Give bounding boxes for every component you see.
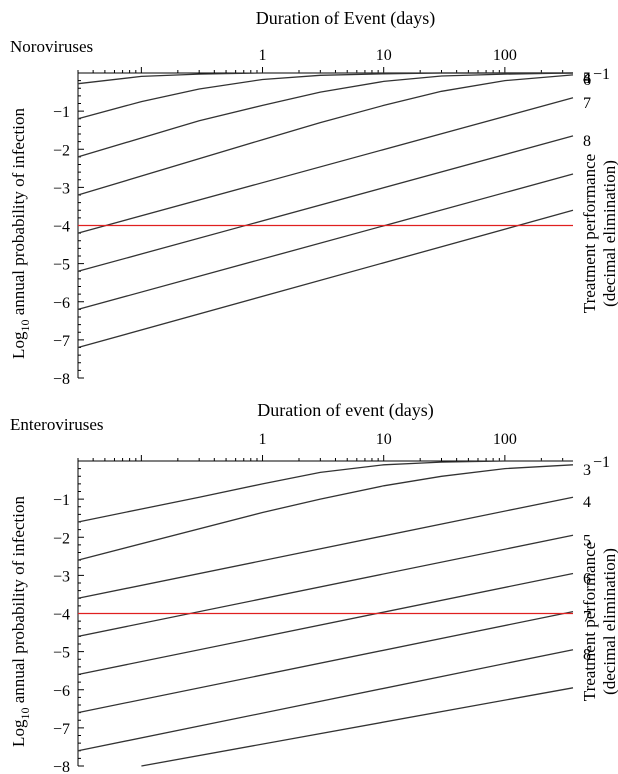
right-axis-title-line1: Treatment performance [580,154,599,313]
y-tick-label: −1 [53,104,70,121]
series-label: 5 [583,532,591,549]
y-axis-title: Log10 annual probability of infection [9,108,32,359]
series-line [77,496,574,599]
y-tick-label: −8 [53,371,70,388]
series-label: 5 [583,70,591,87]
series-line [77,72,573,85]
y-tick-label: −3 [53,568,70,585]
right-axis-title: Treatment performance(decimal eliminatio… [580,154,618,313]
series-line [77,74,574,196]
enteroviruses-chart: Duration of event (days) Enteroviruses 1 10… [9,400,618,774]
series-line [77,572,574,676]
x-axis-title: Duration of Event (days) [256,8,435,29]
series-label: 6 [583,570,591,587]
y-tick-label: −5 [53,645,70,662]
y-tick-label: −6 [53,295,70,312]
y-tick-label: −3 [53,180,70,197]
series-label: 8 [583,133,591,150]
series-line [77,72,574,158]
y-axis-title-rest: annual probability of infection [9,108,28,320]
series-label: 6 [583,72,591,89]
series-line [77,97,574,234]
series-line [77,209,574,349]
y-tick-label: −4 [53,607,70,624]
y-axis-title-subscript: 10 [18,320,32,332]
series-line [77,649,574,752]
series-label: 3 [583,462,591,479]
series-label: 7 [583,609,591,626]
y-tick-label: −5 [53,257,70,274]
panel-title: Noroviruses [10,37,93,56]
right-axis-title: Treatment performance(decimal eliminatio… [580,542,618,701]
series-label: 4 [583,494,591,511]
x-axis-title: Duration of event (days) [257,400,433,421]
series-line [77,72,573,120]
series-line [77,135,574,272]
series-line [77,173,574,311]
series-line [77,610,574,714]
y-tick-label: −6 [53,683,70,700]
series-label: −1 [593,66,610,83]
y-tick-label: −7 [53,721,70,738]
series-line [77,534,574,638]
panel-title: Enteroviruses [10,415,103,434]
x-tick-label: 1 [259,47,267,64]
x-tick-label: 1 [259,431,267,448]
series-line [77,464,574,561]
x-tick-label: 100 [493,431,517,448]
y-axis-title-log: Log [9,719,28,747]
series-label: −1 [593,454,610,471]
series-label: 8 [583,647,591,664]
series-line [141,687,574,767]
y-tick-label: −7 [53,333,70,350]
y-axis-title-subscript: 10 [18,708,32,720]
y-tick-label: −4 [53,219,70,236]
y-axis-title: Log10 annual probability of infection [9,496,32,747]
noroviruses-chart: Duration of Event (days) Noroviruses 1 10 10… [9,8,618,388]
enteroviruses-chart-panel: Duration of event (days) Enteroviruses 1 10… [0,386,618,774]
noroviruses-chart-panel: Duration of Event (days) Noroviruses 1 10 10… [0,0,618,388]
y-axis-title-rest: annual probability of infection [9,496,28,708]
series-label: 7 [583,95,591,112]
right-axis-title-line1: Treatment performance [580,542,599,701]
right-axis-title-line2: (decimal elimination) [600,160,618,307]
y-axis-title-log: Log [9,331,28,359]
y-tick-label: −8 [53,759,70,774]
series-line [77,460,573,523]
y-tick-label: −1 [53,492,70,509]
x-tick-label: 10 [376,431,392,448]
series-label: 4 [583,70,591,87]
y-tick-label: −2 [53,142,70,159]
x-tick-label: 100 [493,47,517,64]
right-axis-title-line2: (decimal elimination) [600,548,618,695]
x-tick-label: 10 [376,47,392,64]
y-tick-label: −2 [53,530,70,547]
